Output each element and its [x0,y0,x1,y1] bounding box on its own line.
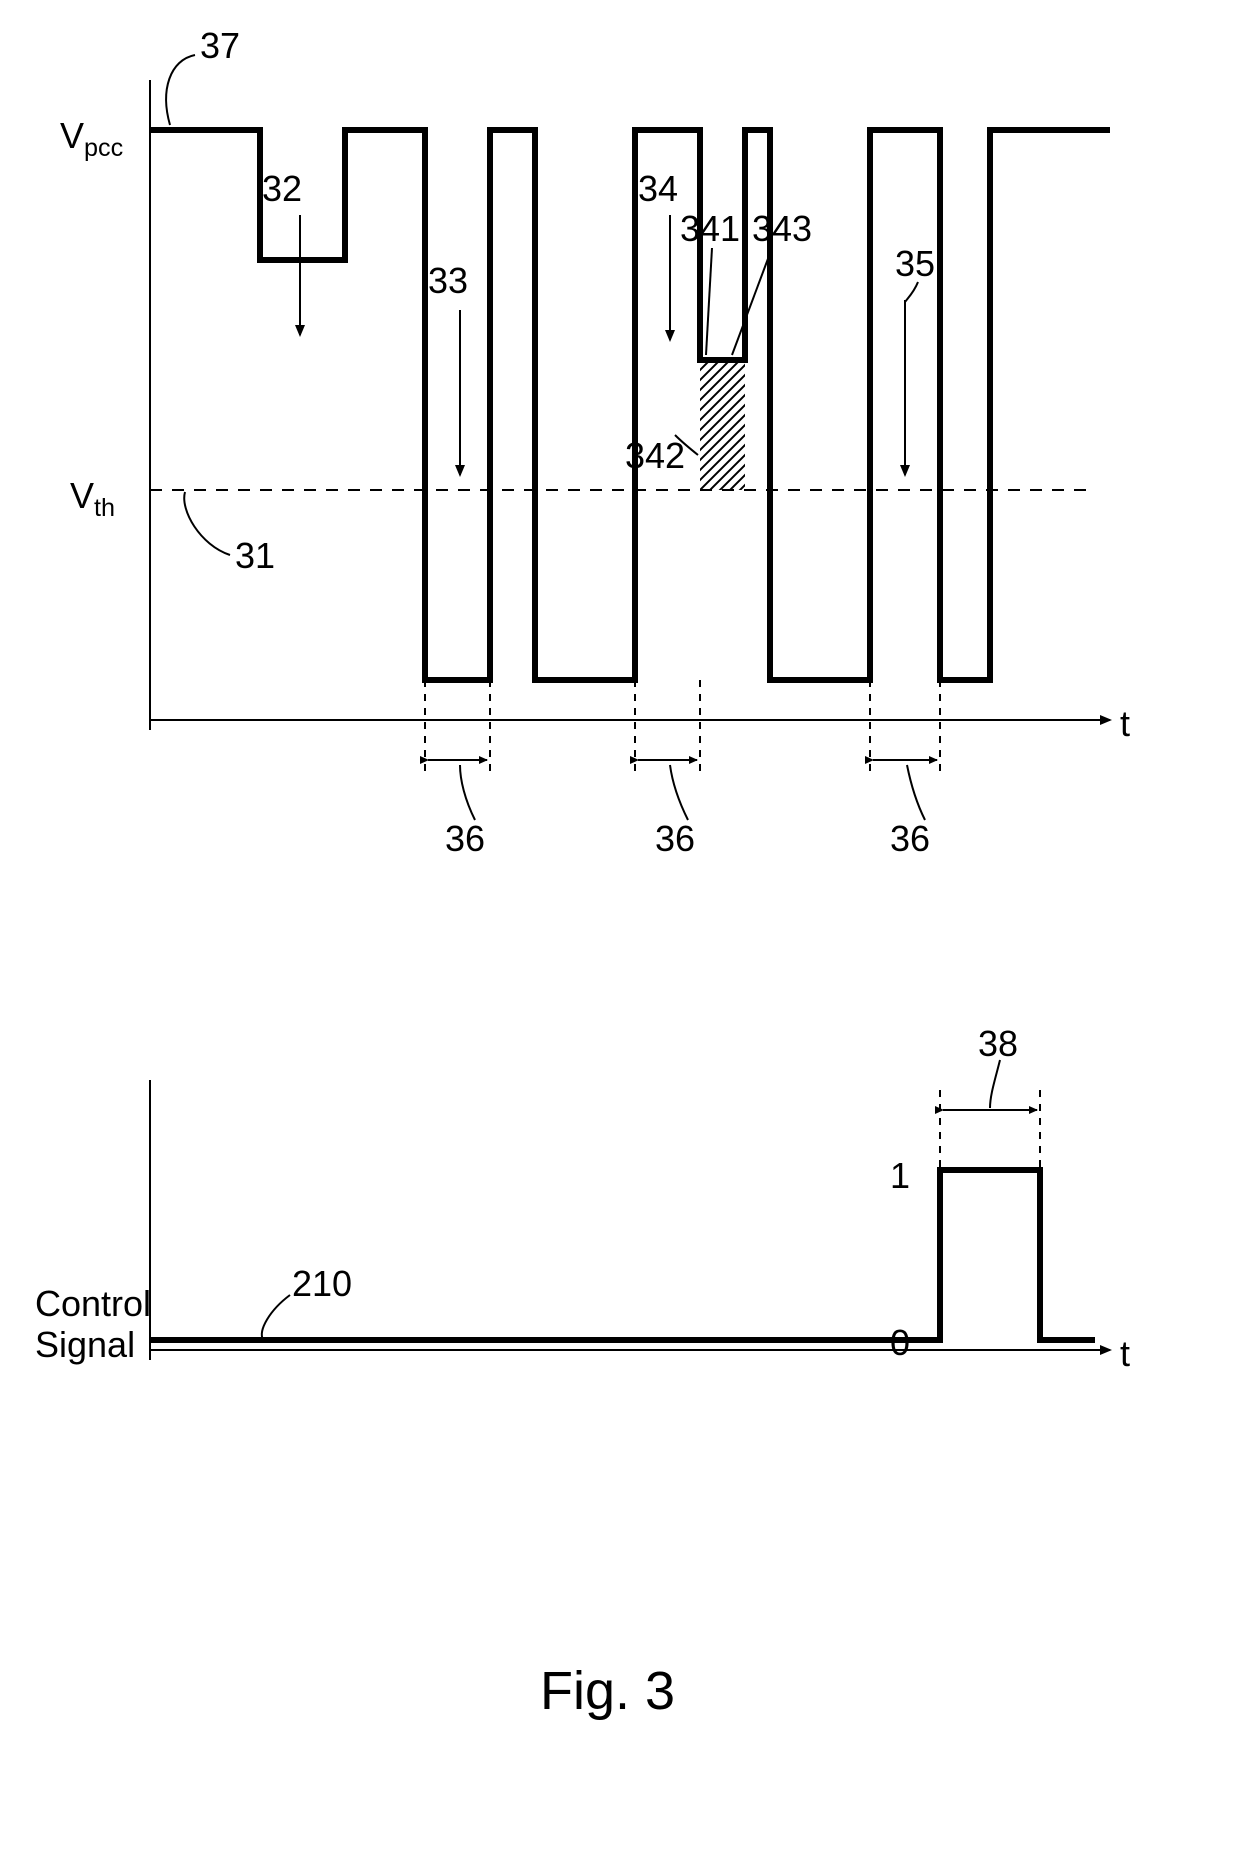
ref-34: 34 [638,168,678,210]
figure-caption: Fig. 3 [540,1660,675,1722]
ref-38: 38 [978,1023,1018,1065]
x-axis-label-t-top: t [1120,703,1130,745]
ref-36-b: 36 [655,818,695,860]
ref-31: 31 [235,535,275,577]
ref-36-a: 36 [445,818,485,860]
diagram-svg [0,0,1240,1865]
level-one-label: 1 [890,1155,910,1197]
level-zero-label: 0 [890,1322,910,1364]
y-axis-label-vpcc: Vpcc [60,115,123,163]
ref-32: 32 [262,168,302,210]
ref-210: 210 [292,1263,352,1305]
ref-35: 35 [895,243,935,285]
figure-page: Vpcc Vth t ControlSignal 1 0 t 37 32 31 … [0,0,1240,1865]
ref-37: 37 [200,25,240,67]
ref-36-c: 36 [890,818,930,860]
x-axis-label-t-bottom: t [1120,1333,1130,1375]
ref-33: 33 [428,260,468,302]
threshold-label-vth: Vth [70,475,115,523]
ref-343: 343 [752,208,812,250]
ref-342: 342 [625,435,685,477]
y-axis-label-control-signal: ControlSignal [35,1283,151,1366]
ref-341: 341 [680,208,740,250]
